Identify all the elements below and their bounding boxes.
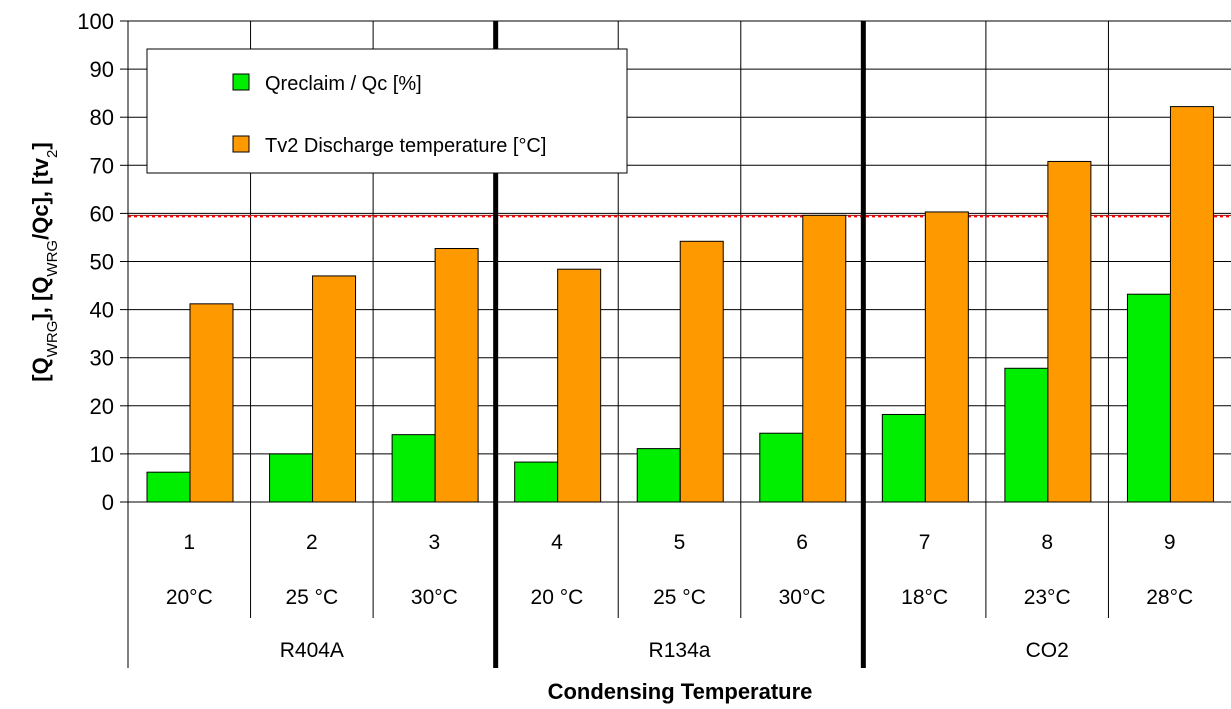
x-temperature-label-6: 30°C <box>779 586 826 609</box>
y-axis-title-part-6: 2 <box>44 150 61 158</box>
x-index-label-5: 5 <box>674 531 686 554</box>
axis-labels: 0 10 20 30 40 50 60 70 80 90 100 1 20°C 2 25 °C 3 30°C 4 2… <box>28 9 1193 704</box>
y-tick-label-50: 50 <box>90 250 114 275</box>
y-axis-title-part-5: /Qc], [tv <box>28 157 53 240</box>
bar-tv2-5 <box>679 240 724 503</box>
x-index-label-4: 4 <box>551 531 563 554</box>
bar-tv2-8 <box>1047 160 1092 503</box>
bar-qreclaim-8 <box>1004 367 1049 503</box>
x-temperature-label-3: 30°C <box>411 586 458 609</box>
x-axis-title: Condensing Temperature <box>548 679 813 704</box>
bar-tv2-7 <box>924 211 969 503</box>
x-temperature-label-7: 18°C <box>901 586 948 609</box>
bar-qreclaim-4 <box>514 461 559 503</box>
bar-qreclaim-1 <box>146 471 191 503</box>
legend-swatch-2 <box>232 135 250 153</box>
bar-qreclaim-9 <box>1126 293 1171 503</box>
x-temperature-label-8: 23°C <box>1024 586 1071 609</box>
bar-tv2-3 <box>434 248 479 503</box>
bar-tv2-9 <box>1169 106 1214 503</box>
bars <box>146 106 1214 503</box>
bar-qreclaim-2 <box>269 453 314 503</box>
y-tick-label-80: 80 <box>90 105 114 130</box>
y-axis-title-part-1: [Q <box>28 357 53 381</box>
x-index-label-3: 3 <box>429 531 441 554</box>
x-temperature-label-9: 28°C <box>1146 586 1193 609</box>
y-tick-label-10: 10 <box>90 442 114 467</box>
x-index-label-2: 2 <box>306 531 318 554</box>
x-temperature-label-4: 20 °C <box>531 586 584 609</box>
x-group-label-2: R134a <box>649 639 711 662</box>
y-tick-label-40: 40 <box>90 298 114 323</box>
y-axis-title-part-2: WRG <box>44 321 61 358</box>
x-index-label-8: 8 <box>1041 531 1053 554</box>
y-tick-label-20: 20 <box>90 394 114 419</box>
y-tick-label-30: 30 <box>90 346 114 371</box>
bar-qreclaim-3 <box>391 434 436 503</box>
bar-tv2-6 <box>802 214 847 503</box>
bar-tv2-1 <box>189 303 234 503</box>
y-axis-title-part-3: ], [Q <box>28 277 53 321</box>
y-tick-label-70: 70 <box>90 153 114 178</box>
bar-tv2-4 <box>557 268 602 503</box>
x-temperature-label-2: 25 °C <box>285 586 338 609</box>
bar-qreclaim-5 <box>636 448 681 503</box>
x-index-label-6: 6 <box>796 531 808 554</box>
x-index-label-9: 9 <box>1164 531 1176 554</box>
y-axis-title-part-4: WRG <box>44 240 61 277</box>
legend-label-1: Qreclaim / Qc [%] <box>265 73 422 95</box>
y-axis-title: [QWRG], [QWRG/Qc], [tv2] <box>28 142 61 381</box>
x-temperature-label-1: 20°C <box>166 586 213 609</box>
bar-qreclaim-7 <box>881 413 926 503</box>
bar-tv2-2 <box>312 275 357 503</box>
y-axis-title-part-7: ] <box>28 142 53 149</box>
bar-qreclaim-6 <box>759 432 804 503</box>
x-group-label-3: CO2 <box>1026 639 1069 662</box>
reference-line-group <box>128 214 1231 218</box>
y-tick-label-100: 100 <box>77 9 114 34</box>
legend-box <box>146 48 628 174</box>
y-tick-label-0: 0 <box>102 490 114 515</box>
x-index-label-7: 7 <box>919 531 931 554</box>
legend-label-2: Tv2 Discharge temperature [°C] <box>265 135 546 157</box>
x-group-label-1: R404A <box>280 639 344 662</box>
y-tick-label-90: 90 <box>90 57 114 82</box>
x-temperature-label-5: 25 °C <box>653 586 706 609</box>
legend: Qreclaim / Qc [%] Tv2 Discharge temperatu… <box>146 48 628 174</box>
legend-swatch-1 <box>232 73 250 91</box>
x-index-label-1: 1 <box>183 531 195 554</box>
y-tick-label-60: 60 <box>90 201 114 226</box>
